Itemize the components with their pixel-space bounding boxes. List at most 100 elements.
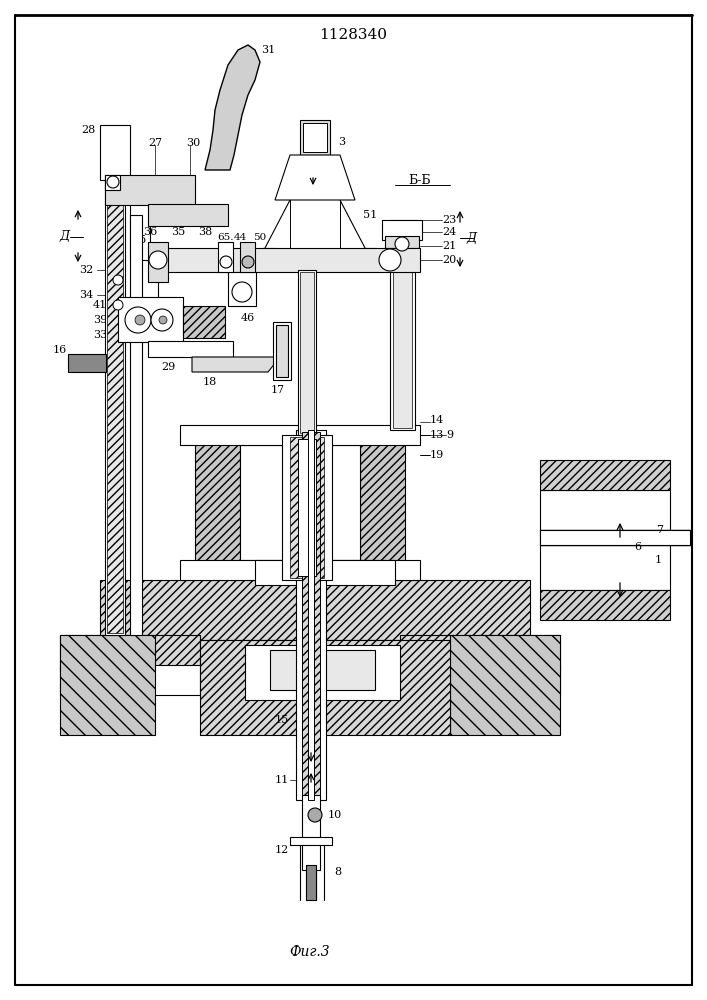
Bar [100, 125, 130, 180]
Polygon shape [400, 665, 560, 695]
Text: 38: 38 [198, 227, 212, 237]
Bar [308, 430, 314, 800]
Polygon shape [275, 155, 355, 200]
Circle shape [379, 249, 401, 271]
Bar [382, 220, 422, 240]
Bar [300, 120, 330, 155]
Text: 33: 33 [93, 330, 107, 340]
Text: 7: 7 [657, 525, 663, 535]
Text: 9: 9 [446, 430, 453, 440]
Polygon shape [60, 635, 200, 670]
Bar [107, 157, 123, 633]
Circle shape [149, 251, 167, 269]
Polygon shape [180, 560, 420, 580]
Circle shape [125, 307, 151, 333]
Text: Б-Б: Б-Б [409, 174, 431, 186]
Bar [290, 437, 324, 578]
Bar [218, 242, 233, 272]
Polygon shape [192, 357, 280, 372]
Bar [183, 306, 225, 338]
Bar [130, 215, 142, 635]
Polygon shape [270, 650, 375, 690]
Polygon shape [360, 430, 405, 570]
Polygon shape [195, 430, 240, 570]
Text: 3: 3 [339, 137, 346, 147]
Polygon shape [240, 445, 360, 560]
Text: 41: 41 [93, 300, 107, 310]
Text: 31: 31 [261, 45, 275, 55]
Text: 32: 32 [79, 265, 93, 275]
Polygon shape [60, 665, 200, 695]
Text: 29: 29 [161, 362, 175, 372]
Text: 34: 34 [79, 290, 93, 300]
Text: 15: 15 [275, 715, 289, 725]
Circle shape [395, 237, 409, 251]
Text: Д: Д [60, 231, 70, 243]
Bar [300, 272, 314, 433]
Circle shape [151, 309, 173, 331]
Text: 39: 39 [93, 315, 107, 325]
Text: 36: 36 [143, 227, 157, 237]
Circle shape [308, 808, 322, 822]
Bar [255, 560, 395, 585]
Bar [540, 460, 670, 490]
Circle shape [232, 282, 252, 302]
Text: 12: 12 [275, 845, 289, 855]
Bar [68, 354, 106, 372]
Circle shape [135, 315, 145, 325]
Text: 20: 20 [442, 255, 456, 265]
Bar [385, 236, 419, 248]
Text: 1128340: 1128340 [319, 28, 387, 42]
Text: 51: 51 [363, 210, 377, 220]
Text: 22: 22 [388, 237, 402, 247]
Text: 65.: 65. [217, 233, 233, 242]
Bar [148, 242, 168, 282]
Polygon shape [100, 580, 530, 640]
Bar [148, 341, 233, 357]
Text: 23: 23 [442, 215, 456, 225]
Text: 6: 6 [634, 542, 641, 552]
Text: 46: 46 [241, 313, 255, 323]
Bar [393, 222, 412, 428]
Polygon shape [180, 425, 420, 445]
Text: 44: 44 [233, 233, 247, 242]
Bar [290, 837, 332, 845]
Text: 27: 27 [148, 138, 162, 148]
Text: 28: 28 [81, 125, 95, 135]
Bar [306, 865, 316, 900]
Circle shape [220, 256, 232, 268]
Bar [105, 175, 120, 190]
Text: 30: 30 [186, 138, 200, 148]
Bar [302, 432, 320, 798]
Text: 45: 45 [133, 235, 147, 245]
Bar [276, 325, 288, 377]
Text: 13: 13 [430, 430, 444, 440]
Text: 1: 1 [655, 555, 662, 565]
Polygon shape [450, 635, 560, 735]
Text: 17: 17 [271, 385, 285, 395]
Text: Д: Д [467, 232, 477, 244]
Bar [105, 155, 125, 635]
Text: 19: 19 [430, 450, 444, 460]
Bar [540, 490, 670, 590]
Circle shape [242, 256, 254, 268]
Text: 37: 37 [193, 351, 207, 361]
Polygon shape [400, 635, 560, 670]
Text: 11: 11 [275, 775, 289, 785]
Text: 47: 47 [193, 341, 207, 351]
Bar [282, 435, 332, 580]
Bar [240, 242, 255, 272]
Polygon shape [60, 635, 155, 735]
Bar [105, 175, 195, 205]
Circle shape [113, 300, 123, 310]
Polygon shape [200, 640, 450, 735]
Text: 24: 24 [442, 227, 456, 237]
Text: 18: 18 [203, 377, 217, 387]
Bar [296, 430, 326, 800]
Text: 10: 10 [328, 810, 342, 820]
Bar [118, 297, 183, 342]
Text: 8: 8 [334, 867, 341, 877]
Polygon shape [205, 45, 260, 170]
Circle shape [107, 176, 119, 188]
Bar [228, 272, 256, 306]
